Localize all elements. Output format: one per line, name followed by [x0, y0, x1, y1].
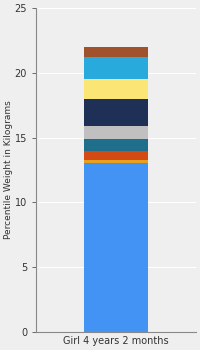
Bar: [84, 160, 148, 163]
Bar: [84, 99, 148, 126]
Y-axis label: Percentile Weight in Kilograms: Percentile Weight in Kilograms: [4, 100, 13, 239]
Bar: [84, 139, 148, 150]
Bar: [84, 57, 148, 79]
Bar: [84, 163, 148, 332]
Bar: [84, 150, 148, 160]
Bar: [84, 47, 148, 57]
Bar: [84, 126, 148, 139]
Bar: [84, 79, 148, 99]
